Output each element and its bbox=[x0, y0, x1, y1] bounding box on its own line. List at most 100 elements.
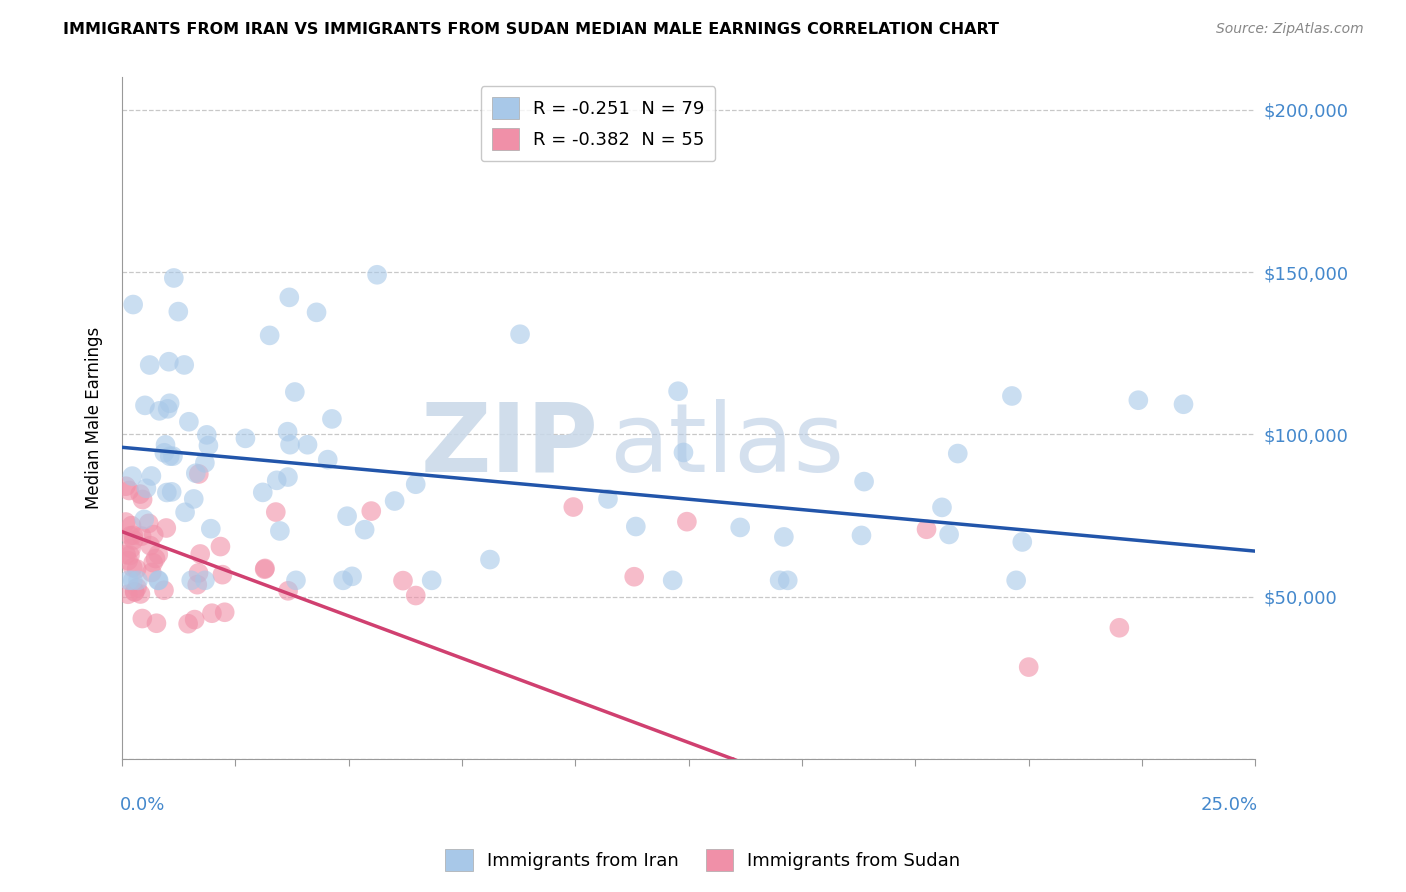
Legend: Immigrants from Iran, Immigrants from Sudan: Immigrants from Iran, Immigrants from Su… bbox=[439, 842, 967, 879]
Legend: R = -0.251  N = 79, R = -0.382  N = 55: R = -0.251 N = 79, R = -0.382 N = 55 bbox=[481, 87, 716, 161]
Point bbox=[122, 533, 145, 547]
Point bbox=[624, 519, 647, 533]
Point bbox=[194, 574, 217, 588]
Point bbox=[420, 574, 443, 588]
Point bbox=[336, 509, 359, 524]
Point bbox=[853, 475, 876, 489]
Point bbox=[278, 438, 301, 452]
Point bbox=[153, 583, 176, 598]
Point bbox=[201, 606, 224, 620]
Point bbox=[160, 484, 183, 499]
Point bbox=[392, 574, 415, 588]
Point bbox=[353, 523, 375, 537]
Point bbox=[121, 574, 143, 588]
Point bbox=[162, 449, 184, 463]
Point bbox=[277, 583, 299, 598]
Point bbox=[360, 504, 382, 518]
Point bbox=[773, 530, 796, 544]
Point bbox=[1001, 389, 1024, 403]
Point bbox=[129, 487, 152, 501]
Point bbox=[305, 305, 328, 319]
Point bbox=[1173, 397, 1195, 411]
Point bbox=[252, 485, 274, 500]
Point bbox=[332, 574, 354, 588]
Point bbox=[157, 354, 180, 368]
Point bbox=[297, 438, 319, 452]
Point bbox=[277, 425, 299, 439]
Point bbox=[284, 384, 307, 399]
Point bbox=[121, 518, 143, 533]
Point bbox=[768, 574, 790, 588]
Point bbox=[264, 505, 287, 519]
Text: ZIP: ZIP bbox=[420, 399, 598, 491]
Point bbox=[562, 500, 585, 514]
Point bbox=[127, 574, 149, 588]
Point bbox=[1011, 535, 1033, 549]
Point bbox=[197, 439, 219, 453]
Point bbox=[1108, 621, 1130, 635]
Point bbox=[121, 469, 143, 483]
Point bbox=[405, 477, 427, 491]
Point bbox=[174, 505, 197, 519]
Text: IMMIGRANTS FROM IRAN VS IMMIGRANTS FROM SUDAN MEDIAN MALE EARNINGS CORRELATION C: IMMIGRANTS FROM IRAN VS IMMIGRANTS FROM … bbox=[63, 22, 1000, 37]
Point bbox=[384, 494, 406, 508]
Point bbox=[478, 552, 501, 566]
Point bbox=[125, 562, 148, 576]
Point bbox=[122, 528, 145, 542]
Point bbox=[776, 574, 799, 588]
Point bbox=[121, 560, 143, 574]
Point bbox=[115, 479, 138, 493]
Point bbox=[672, 445, 695, 459]
Point bbox=[931, 500, 953, 515]
Point bbox=[141, 469, 163, 483]
Point bbox=[200, 522, 222, 536]
Point bbox=[177, 415, 200, 429]
Point bbox=[129, 587, 152, 601]
Point bbox=[159, 449, 181, 463]
Point bbox=[405, 589, 427, 603]
Point bbox=[122, 297, 145, 311]
Point bbox=[728, 520, 751, 534]
Point bbox=[666, 384, 689, 399]
Point bbox=[676, 515, 699, 529]
Point bbox=[266, 473, 288, 487]
Point bbox=[316, 452, 339, 467]
Point bbox=[153, 446, 176, 460]
Point bbox=[118, 483, 141, 498]
Point bbox=[183, 613, 205, 627]
Point bbox=[118, 574, 141, 588]
Point bbox=[145, 616, 167, 631]
Point bbox=[148, 547, 170, 561]
Point bbox=[167, 304, 190, 318]
Point bbox=[259, 328, 281, 343]
Point bbox=[1005, 574, 1028, 588]
Point bbox=[159, 396, 181, 410]
Point bbox=[186, 577, 208, 591]
Point bbox=[148, 404, 170, 418]
Point bbox=[187, 467, 209, 481]
Point bbox=[114, 515, 136, 529]
Y-axis label: Median Male Earnings: Median Male Earnings bbox=[86, 327, 103, 509]
Point bbox=[141, 566, 163, 580]
Point bbox=[596, 491, 619, 506]
Point bbox=[117, 587, 139, 601]
Point bbox=[277, 470, 299, 484]
Point bbox=[156, 485, 179, 500]
Text: atlas: atlas bbox=[609, 399, 845, 491]
Text: Source: ZipAtlas.com: Source: ZipAtlas.com bbox=[1216, 22, 1364, 37]
Point bbox=[155, 438, 177, 452]
Point bbox=[321, 412, 343, 426]
Text: 25.0%: 25.0% bbox=[1201, 797, 1257, 814]
Point bbox=[142, 527, 165, 541]
Point bbox=[184, 467, 207, 481]
Point bbox=[253, 561, 276, 575]
Point bbox=[115, 548, 138, 562]
Point bbox=[131, 529, 153, 543]
Point bbox=[946, 446, 969, 460]
Point bbox=[915, 522, 938, 536]
Point bbox=[194, 456, 217, 470]
Point bbox=[180, 574, 202, 588]
Point bbox=[139, 539, 162, 553]
Point bbox=[125, 581, 148, 595]
Point bbox=[120, 541, 142, 556]
